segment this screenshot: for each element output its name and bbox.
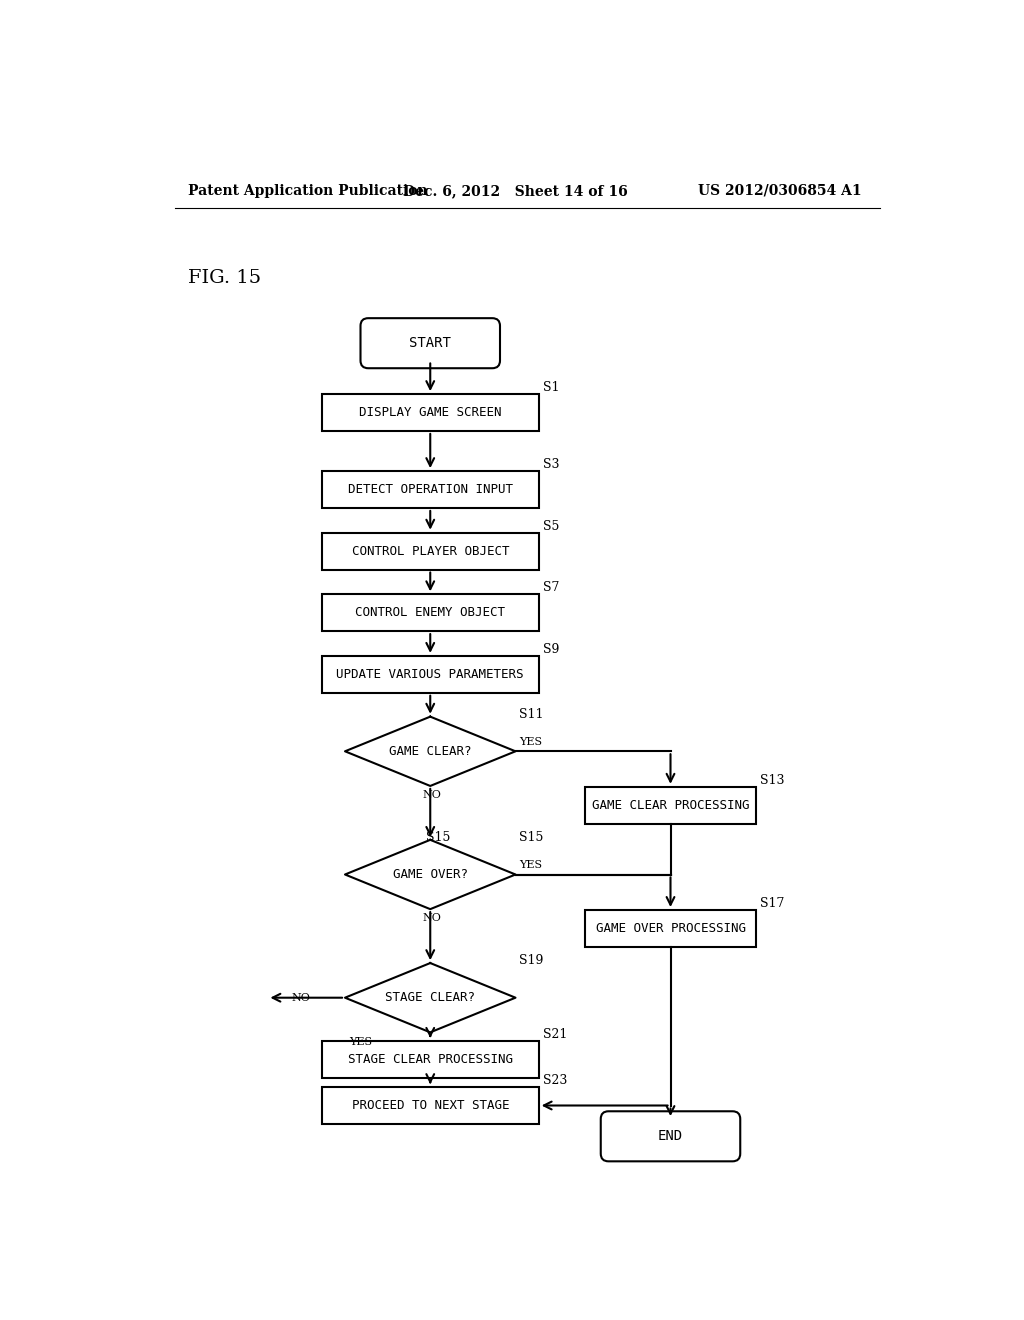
Text: START: START	[410, 337, 452, 350]
Text: STAGE CLEAR?: STAGE CLEAR?	[385, 991, 475, 1005]
Text: FIG. 15: FIG. 15	[188, 269, 261, 286]
Bar	[322, 395, 539, 432]
Bar	[322, 656, 539, 693]
Text: S15: S15	[426, 830, 451, 843]
Text: S19: S19	[519, 954, 544, 966]
Text: S15: S15	[519, 830, 544, 843]
Text: GAME OVER PROCESSING: GAME OVER PROCESSING	[596, 921, 745, 935]
Bar	[586, 787, 756, 824]
FancyBboxPatch shape	[601, 1111, 740, 1162]
Text: S21: S21	[543, 1028, 567, 1040]
Text: YES: YES	[519, 737, 543, 747]
Text: DISPLAY GAME SCREEN: DISPLAY GAME SCREEN	[359, 407, 502, 418]
Text: GAME CLEAR?: GAME CLEAR?	[389, 744, 471, 758]
Text: DETECT OPERATION INPUT: DETECT OPERATION INPUT	[348, 483, 513, 496]
Text: Dec. 6, 2012   Sheet 14 of 16: Dec. 6, 2012 Sheet 14 of 16	[403, 183, 628, 198]
Text: Patent Application Publication: Patent Application Publication	[188, 183, 428, 198]
Text: GAME OVER?: GAME OVER?	[393, 869, 468, 880]
Bar	[322, 1040, 539, 1077]
Text: S9: S9	[543, 643, 559, 656]
Text: NO: NO	[423, 791, 441, 800]
Bar	[322, 1088, 539, 1123]
Text: YES: YES	[349, 1036, 372, 1047]
Text: UPDATE VARIOUS PARAMETERS: UPDATE VARIOUS PARAMETERS	[337, 668, 524, 681]
FancyBboxPatch shape	[360, 318, 500, 368]
Text: GAME CLEAR PROCESSING: GAME CLEAR PROCESSING	[592, 799, 750, 812]
Bar	[322, 471, 539, 508]
Text: STAGE CLEAR PROCESSING: STAGE CLEAR PROCESSING	[348, 1053, 513, 1065]
Text: S1: S1	[543, 381, 559, 395]
Bar	[586, 909, 756, 946]
Text: YES: YES	[519, 861, 543, 870]
Bar	[322, 594, 539, 631]
Bar	[322, 533, 539, 570]
Text: S17: S17	[760, 896, 784, 909]
Text: S11: S11	[519, 708, 544, 721]
Text: S23: S23	[543, 1074, 567, 1088]
Text: S5: S5	[543, 520, 559, 533]
Text: S13: S13	[760, 774, 784, 787]
Text: CONTROL PLAYER OBJECT: CONTROL PLAYER OBJECT	[351, 545, 509, 557]
Text: S3: S3	[543, 458, 559, 471]
Text: END: END	[658, 1130, 683, 1143]
Text: PROCEED TO NEXT STAGE: PROCEED TO NEXT STAGE	[351, 1100, 509, 1111]
Text: US 2012/0306854 A1: US 2012/0306854 A1	[697, 183, 861, 198]
Text: CONTROL ENEMY OBJECT: CONTROL ENEMY OBJECT	[355, 606, 505, 619]
Text: NO: NO	[423, 913, 441, 924]
Text: S7: S7	[543, 581, 559, 594]
Text: NO: NO	[291, 993, 310, 1003]
